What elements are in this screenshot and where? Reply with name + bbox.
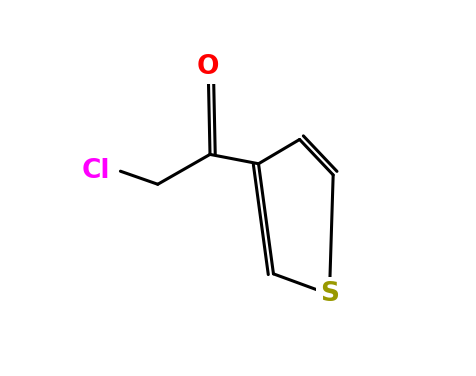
Text: O: O bbox=[197, 54, 219, 80]
Text: S: S bbox=[320, 281, 339, 307]
Text: Cl: Cl bbox=[82, 158, 110, 184]
